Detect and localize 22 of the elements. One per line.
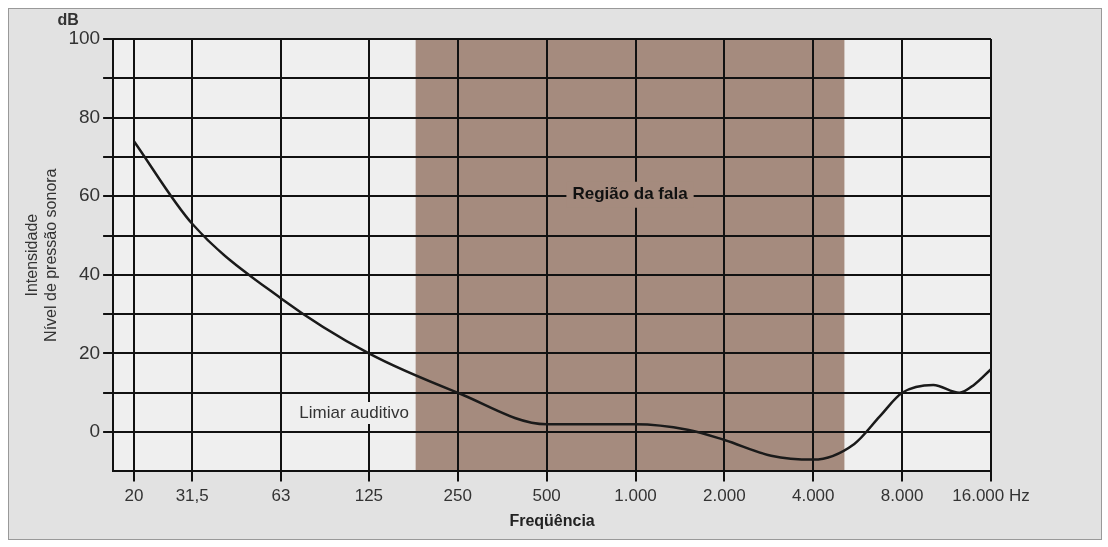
x-tick-label: 4.000: [791, 485, 835, 505]
y-tick-label: 20: [78, 341, 101, 363]
x-tick-label: 2.000: [703, 485, 746, 505]
y-tick-label: 80: [78, 105, 101, 127]
x-tick-label: 8.000: [880, 485, 924, 505]
x-tick-label: 1.000: [614, 485, 657, 505]
y-tick-label: 100: [68, 27, 101, 49]
y-tick-label: 60: [78, 184, 101, 206]
x-axis-title: Freqüência: [509, 511, 595, 529]
x-tick-label: 250: [443, 485, 472, 505]
band-label: Região da fala: [572, 184, 689, 204]
y-axis-title: Intensidade Nível de pressão sonora: [23, 168, 60, 342]
text: dB: [57, 11, 79, 29]
x-tick-label: 31,5: [175, 485, 209, 505]
x-tick-label: 63: [271, 485, 291, 505]
series-label: Limiar auditivo: [299, 402, 409, 422]
x-tick-label: 500: [532, 485, 561, 505]
x-tick-label: 20: [124, 485, 144, 505]
y-tick-label: 0: [89, 420, 101, 442]
y-tick-label: 40: [78, 263, 101, 285]
x-tick-label: 125: [354, 485, 384, 505]
x-tick-label: 16.000 Hz: [952, 485, 1030, 505]
